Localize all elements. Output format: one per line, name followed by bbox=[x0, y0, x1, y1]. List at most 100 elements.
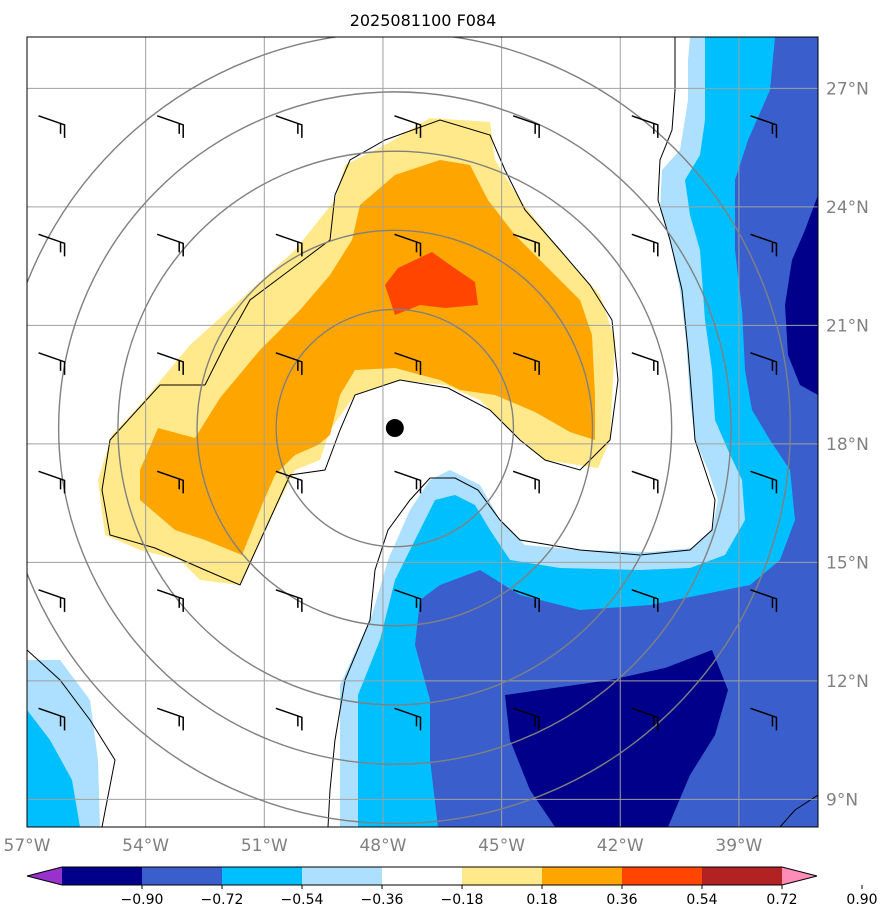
colorbar-segment bbox=[382, 867, 463, 885]
wind-barb bbox=[156, 589, 184, 612]
lon-tick-label: 57°W bbox=[4, 836, 51, 856]
contour-fill-neg-072 bbox=[785, 195, 818, 395]
wind-barb bbox=[512, 589, 540, 612]
colorbar-extend-low bbox=[27, 867, 62, 885]
colorbar-segment bbox=[702, 867, 783, 885]
range-ring bbox=[275, 308, 515, 548]
colorbar-tick-label: 0.18 bbox=[526, 892, 557, 908]
colorbar-tick-label: −0.72 bbox=[201, 892, 244, 908]
chart-title: 2025081100 F084 bbox=[350, 11, 497, 30]
lat-tick-label: 24°N bbox=[826, 198, 869, 218]
wind-barb bbox=[631, 589, 659, 612]
map-frame bbox=[26, 36, 819, 828]
wind-barb bbox=[631, 233, 659, 257]
lon-tick-label: 51°W bbox=[241, 836, 288, 856]
latitude-tick-labels: 27°N 24°N 21°N 18°N 15°N 12°N 9°N bbox=[826, 79, 869, 810]
colorbar-tick-label: −0.54 bbox=[281, 892, 324, 908]
wind-barb bbox=[275, 352, 303, 375]
wind-barb bbox=[750, 707, 778, 731]
wind-barb bbox=[394, 352, 422, 375]
lat-tick-label: 12°N bbox=[826, 672, 869, 692]
wind-barb bbox=[38, 470, 66, 494]
wind-barb bbox=[394, 589, 422, 612]
lon-tick-label: 45°W bbox=[478, 836, 525, 856]
lat-tick-label: 27°N bbox=[826, 79, 869, 99]
wind-barb bbox=[750, 233, 778, 257]
contour-fill-neg-072-south bbox=[505, 650, 728, 827]
colorbar-segment bbox=[542, 867, 623, 885]
range-ring bbox=[27, 37, 791, 825]
lon-tick-label: 54°W bbox=[122, 836, 169, 856]
wind-barb bbox=[275, 470, 303, 494]
wind-barb bbox=[275, 233, 303, 257]
colorbar: −0.90 −0.72 −0.54 −0.36 −0.18 0.18 0.36 0.54 0.7… bbox=[26, 866, 878, 908]
wind-barb bbox=[631, 352, 659, 375]
colorbar-tick-label: 0.36 bbox=[606, 892, 637, 908]
colorbar-tick-label: −0.36 bbox=[361, 892, 404, 908]
lat-tick-label: 9°N bbox=[826, 790, 858, 810]
wind-barb bbox=[275, 589, 303, 612]
range-ring bbox=[117, 150, 673, 706]
colorbar-tick-label: −0.90 bbox=[121, 892, 164, 908]
colorbar-segment bbox=[142, 867, 223, 885]
wind-barb bbox=[394, 707, 422, 731]
contour-fill-neg-036-sw bbox=[27, 710, 80, 827]
wind-barb bbox=[38, 115, 66, 138]
colorbar-extend-high bbox=[782, 867, 817, 885]
colorbar-tick-label: 0.72 bbox=[766, 892, 797, 908]
wind-barb bbox=[512, 352, 540, 375]
wind-barb bbox=[156, 707, 184, 731]
wind-barb bbox=[38, 589, 66, 612]
wind-barb bbox=[394, 470, 422, 494]
range-ring bbox=[196, 229, 594, 627]
wind-barb bbox=[394, 233, 422, 257]
colorbar-tick-label: 0.54 bbox=[686, 892, 717, 908]
storm-center-marker bbox=[385, 419, 404, 438]
wind-barb bbox=[38, 233, 66, 257]
wind-barb bbox=[750, 352, 778, 375]
wind-barb bbox=[631, 115, 659, 138]
wind-barbs bbox=[38, 115, 778, 731]
wind-barb bbox=[750, 470, 778, 494]
colorbar-segment bbox=[302, 867, 383, 885]
wind-barb bbox=[156, 470, 184, 494]
wind-barb bbox=[750, 115, 778, 138]
longitude-tick-labels: 57°W 54°W 51°W 48°W 45°W 42°W 39°W bbox=[4, 836, 763, 856]
range-rings bbox=[27, 37, 791, 825]
wind-barb bbox=[512, 233, 540, 257]
range-ring bbox=[57, 91, 732, 765]
wind-barb bbox=[631, 470, 659, 494]
lat-tick-label: 21°N bbox=[826, 316, 869, 336]
wind-barb bbox=[512, 470, 540, 494]
contour-fill-neg-054 bbox=[415, 37, 818, 827]
lat-tick-label: 15°N bbox=[826, 553, 869, 573]
wind-barb bbox=[631, 707, 659, 731]
colorbar-tick-label: −0.18 bbox=[441, 892, 484, 908]
colorbar-segment bbox=[622, 867, 703, 885]
black-contour-lines bbox=[27, 37, 818, 827]
lat-tick-label: 18°N bbox=[826, 435, 869, 455]
wind-barb bbox=[156, 233, 184, 257]
wind-barb bbox=[750, 589, 778, 612]
wind-barb bbox=[512, 115, 540, 138]
wind-barb bbox=[275, 115, 303, 138]
contour-fill-pos-054 bbox=[385, 252, 478, 315]
wind-barb bbox=[275, 707, 303, 731]
colorbar-segment bbox=[62, 867, 143, 885]
colorbar-tick-label: 0.90 bbox=[846, 892, 877, 908]
wind-barb bbox=[38, 707, 66, 731]
lon-tick-label: 48°W bbox=[359, 836, 406, 856]
lon-tick-label: 42°W bbox=[597, 836, 644, 856]
lon-tick-label: 39°W bbox=[715, 836, 762, 856]
wind-barb bbox=[394, 115, 422, 138]
contour-fill-pos-036 bbox=[140, 160, 595, 555]
colorbar-segment bbox=[462, 867, 543, 885]
wind-barb bbox=[38, 352, 66, 375]
gridlines bbox=[27, 37, 818, 827]
colorbar-segment bbox=[222, 867, 303, 885]
wind-barb bbox=[156, 115, 184, 138]
map-area bbox=[27, 37, 818, 827]
wind-barb bbox=[156, 352, 184, 375]
wind-barb bbox=[512, 707, 540, 731]
